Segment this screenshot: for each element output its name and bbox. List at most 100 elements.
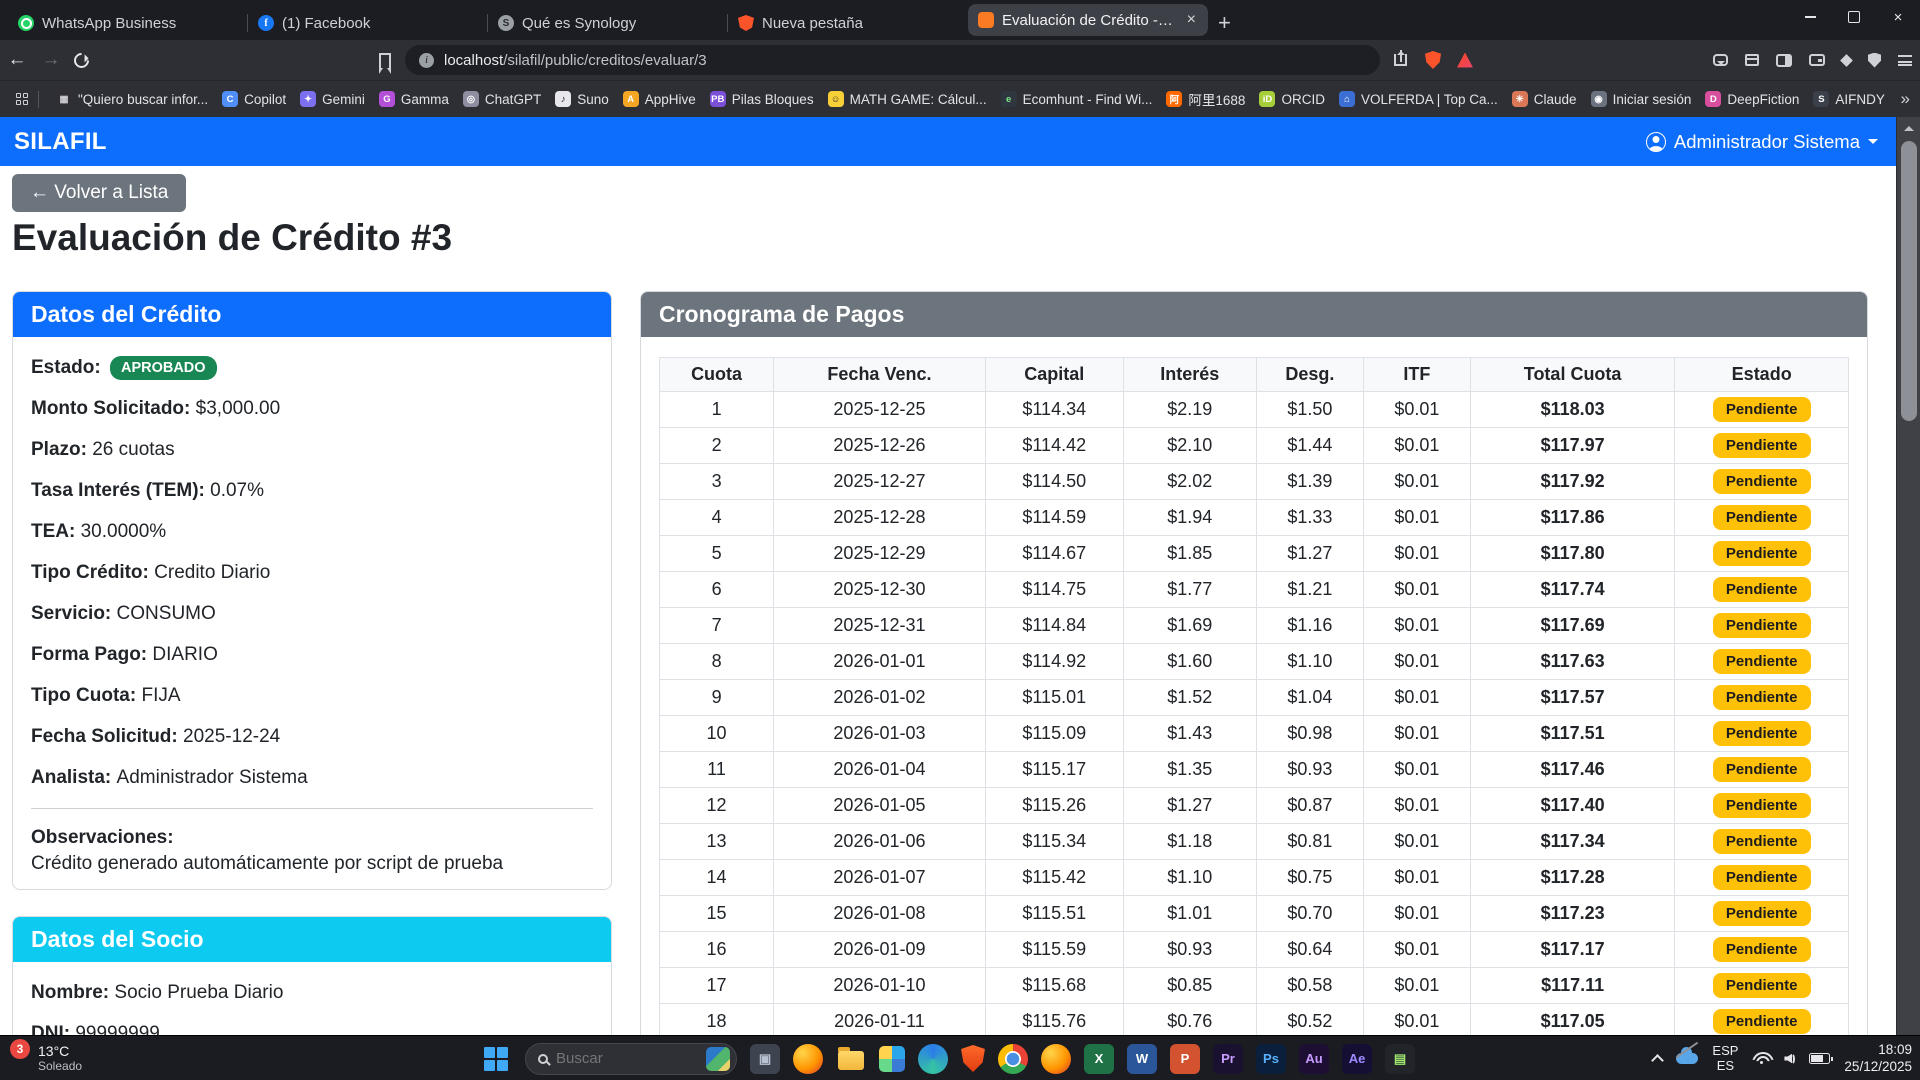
- taskbar-app-aftereffects[interactable]: Ae: [1342, 1043, 1372, 1074]
- tab-close-icon[interactable]: ×: [1186, 11, 1196, 28]
- bookmark-item[interactable]: S AIFNDY: [1806, 87, 1892, 111]
- table-cell: $114.34: [984, 391, 1124, 428]
- taskbar-clock[interactable]: 18:09 25/12/2025: [1844, 1042, 1912, 1074]
- taskbar-app-premiere[interactable]: Pr: [1213, 1043, 1243, 1074]
- back-to-list-button[interactable]: ← Volver a Lista: [12, 174, 187, 212]
- tray-chevron-up-icon[interactable]: [1651, 1054, 1665, 1067]
- bookmark-item[interactable]: ◎ ChatGPT: [456, 87, 548, 111]
- forward-icon[interactable]: →: [41, 49, 61, 70]
- brave-rewards-icon[interactable]: [1457, 52, 1473, 68]
- bookmark-item[interactable]: ✳ Claude: [1505, 87, 1584, 111]
- taskbar-app-excel[interactable]: X: [1084, 1043, 1114, 1074]
- bookmark-item[interactable]: ◉ Iniciar sesión: [1584, 87, 1699, 111]
- bookmark-item[interactable]: PB Pilas Bloques: [703, 87, 821, 111]
- table-cell: $115.68: [984, 967, 1124, 1004]
- table-row: 3 2025-12-27 $114.50 $2.02 $1.39 $0.01 $117.92…: [658, 463, 1849, 500]
- site-info-icon[interactable]: i: [419, 52, 434, 68]
- field-label: Nombre:: [31, 982, 115, 1003]
- estado-label: Estado:: [31, 357, 101, 378]
- table-cell: $114.75: [984, 571, 1124, 608]
- table-row: 8 2026-01-01 $114.92 $1.60 $1.10 $0.01 $117.63…: [658, 643, 1849, 680]
- wifi-icon[interactable]: [1752, 1052, 1770, 1066]
- browser-tab[interactable]: S Qué es Synology: [487, 6, 728, 40]
- bookmark-item[interactable]: ♪ Suno: [548, 87, 616, 111]
- browser-menu-icon[interactable]: [1898, 54, 1912, 66]
- table-cell: $115.17: [984, 751, 1124, 788]
- bookmark-item[interactable]: ▦ "Quiero buscar infor...: [49, 87, 215, 111]
- taskbar-app-firefox[interactable]: [793, 1043, 823, 1074]
- bookmark-item[interactable]: ✦ Gemini: [293, 87, 372, 111]
- browser-tab[interactable]: f (1) Facebook: [247, 6, 488, 40]
- bookmark-item[interactable]: A AppHive: [616, 87, 703, 111]
- credit-field: Monto Solicitado: $3,000.00: [31, 398, 593, 420]
- bookmark-item[interactable]: e Ecomhunt - Find Wi...: [994, 87, 1160, 111]
- table-cell: $0.93: [1122, 931, 1257, 968]
- bookmark-item[interactable]: ☺ MATH GAME: Cálcul...: [821, 87, 994, 111]
- app-brand[interactable]: SILAFIL: [14, 127, 107, 155]
- minimize-button[interactable]: [1788, 0, 1832, 34]
- field-value: CONSUMO: [116, 603, 216, 624]
- wallet-icon[interactable]: [1809, 54, 1825, 66]
- start-button[interactable]: [480, 1043, 512, 1075]
- pending-badge: Pendiente: [1712, 865, 1811, 890]
- bookmark-item[interactable]: 阿阿里1688: [1159, 85, 1252, 113]
- brave-shields-icon[interactable]: [1425, 51, 1441, 69]
- new-tab-button[interactable]: +: [1218, 10, 1231, 35]
- battery-icon[interactable]: [1809, 1053, 1834, 1064]
- table-cell: $0.64: [1255, 931, 1364, 968]
- taskbar-app-app-grid[interactable]: [879, 1045, 905, 1072]
- taskbar-app-audition[interactable]: Au: [1299, 1043, 1329, 1074]
- browser-tab[interactable]: Nueva pestaña: [727, 6, 968, 40]
- reload-icon[interactable]: [70, 49, 93, 71]
- taskbar-app-desktop-app[interactable]: ▣: [750, 1043, 780, 1074]
- search-input[interactable]: [556, 1050, 666, 1067]
- bookmark-item[interactable]: ⌂ VOLFERDA | Top Ca...: [1332, 87, 1505, 111]
- bookmark-favicon: D: [1705, 91, 1722, 107]
- address-bar[interactable]: i localhost/silafil/public/creditos/eval…: [405, 45, 1380, 75]
- field-value: 0.07%: [210, 480, 265, 501]
- search-daily-image[interactable]: [706, 1046, 730, 1071]
- table-cell: 2026-01-04: [773, 751, 986, 788]
- browser-tab[interactable]: Evaluación de Crédito - Sistema ×: [968, 4, 1208, 36]
- taskbar-search[interactable]: [525, 1042, 737, 1075]
- taskbar-weather[interactable]: 3 13°C Soleado: [10, 1036, 82, 1080]
- scrollbar-thumb[interactable]: [1901, 141, 1917, 421]
- page-scrollbar[interactable]: [1896, 117, 1920, 1035]
- taskbar-app-brave[interactable]: [961, 1045, 985, 1072]
- onedrive-icon[interactable]: [1676, 1047, 1699, 1064]
- pending-badge: Pendiente: [1712, 901, 1811, 926]
- taskbar-app-photoshop[interactable]: Ps: [1256, 1043, 1286, 1074]
- pending-badge: Pendiente: [1712, 505, 1811, 530]
- table-cell: $114.59: [984, 499, 1124, 536]
- language-indicator[interactable]: ESP ES: [1712, 1042, 1739, 1073]
- browser-tab[interactable]: WhatsApp Business: [8, 6, 248, 40]
- taskbar-app-firefox-2[interactable]: [1041, 1043, 1071, 1074]
- shield-extension-icon[interactable]: [1868, 52, 1881, 68]
- bookmarks-overflow-icon[interactable]: »: [1900, 89, 1910, 108]
- taskbar-app-file-explorer[interactable]: [836, 1044, 866, 1074]
- bookmark-icon[interactable]: [379, 52, 391, 74]
- share-icon[interactable]: [1394, 50, 1407, 66]
- sparkle-extension-icon[interactable]: [1840, 53, 1853, 67]
- taskbar-app-powerpoint[interactable]: P: [1170, 1043, 1200, 1074]
- taskbar-app-chrome[interactable]: [998, 1043, 1028, 1074]
- back-icon[interactable]: ←: [7, 49, 27, 70]
- field-label: Fecha Solicitud:: [31, 726, 184, 747]
- bookmark-item[interactable]: G Gamma: [372, 87, 456, 111]
- close-button[interactable]: ×: [1893, 8, 1903, 26]
- user-menu[interactable]: Administrador Sistema: [1645, 131, 1878, 153]
- scroll-up-arrow-icon[interactable]: [1904, 121, 1914, 131]
- bookmark-item[interactable]: iD ORCID: [1252, 87, 1332, 111]
- taskbar-app-edge[interactable]: [918, 1043, 948, 1074]
- archive-extension-icon[interactable]: [1745, 54, 1759, 66]
- apps-grid-icon[interactable]: [16, 93, 28, 105]
- taskbar-app-word[interactable]: W: [1127, 1043, 1157, 1074]
- taskbar-app-capcut[interactable]: ▤: [1385, 1043, 1415, 1074]
- volume-icon[interactable]: [1784, 1052, 1796, 1065]
- sidebar-toggle-icon[interactable]: [1776, 53, 1792, 67]
- bookmark-item[interactable]: D DeepFiction: [1698, 87, 1806, 111]
- maximize-button[interactable]: [1832, 0, 1876, 34]
- chat-extension-icon[interactable]: [1713, 54, 1728, 66]
- bookmark-item[interactable]: C Copilot: [215, 87, 293, 111]
